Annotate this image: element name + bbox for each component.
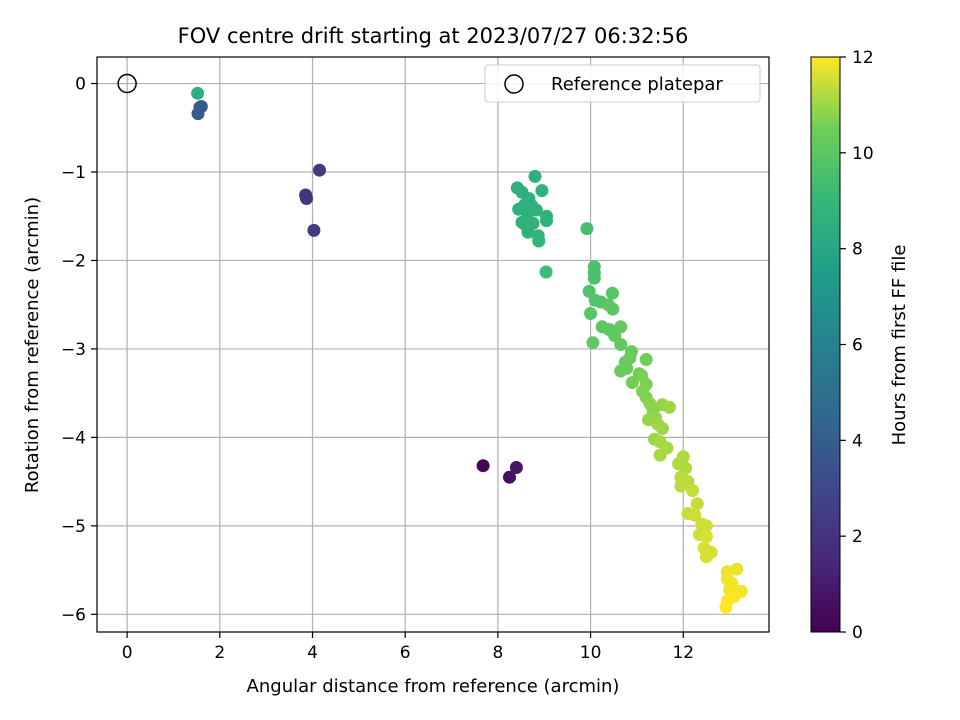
x-axis-ticks: 0 2 4 6 8 10 12 [122,632,694,663]
data-point [476,459,490,473]
y-axis-ticks: 0 −1 −2 −3 −4 −5 −6 [61,75,97,625]
data-point [586,336,600,350]
data-point [587,271,601,285]
data-point [307,223,321,237]
data-point [614,338,628,351]
x-tick-label: 10 [580,643,602,663]
data-point [509,461,523,474]
data-point [503,470,516,484]
x-tick-label: 4 [307,643,318,663]
y-tick-label: −1 [61,163,86,183]
data-point [539,265,553,279]
data-point [639,353,653,366]
data-point [313,163,326,177]
data-point [584,307,598,320]
y-axis-label: Rotation from reference (arcmin) [22,197,43,493]
data-point [676,450,690,464]
colorbar-tick-label: 12 [852,48,874,68]
x-tick-label: 6 [400,643,411,663]
data-point [625,376,639,389]
data-point [606,302,620,316]
colorbar-tick-label: 2 [852,527,863,547]
y-tick-label: 0 [75,75,86,95]
x-tick-label: 2 [214,643,225,663]
data-point [532,234,546,248]
x-tick-label: 12 [672,643,694,663]
data-point [653,448,667,462]
colorbar: 0 2 4 6 8 10 12 Hours from first FF file [810,48,910,643]
colorbar-label: Hours from first FF file [889,245,910,446]
y-tick-label: −4 [61,428,86,448]
data-point [699,519,713,533]
data-point [655,422,669,435]
data-point [662,400,676,414]
x-axis-label: Angular distance from reference (arcmin) [247,676,620,697]
data-point [620,361,634,375]
colorbar-tick-label: 6 [852,336,863,356]
data-point [580,222,594,236]
colorbar-tick-label: 10 [852,144,874,164]
colorbar-ticks: 0 2 4 6 8 10 12 [840,48,874,643]
x-tick-label: 0 [122,643,133,663]
plot-frame [96,56,770,633]
legend-entry-reference: Reference platepar [551,74,723,95]
data-point [535,184,549,198]
data-point [528,169,542,183]
data-point [526,216,540,230]
x-tick-label: 8 [492,643,503,663]
colorbar-tick-label: 4 [852,431,863,451]
data-point [674,479,688,493]
grid-lines [97,57,769,632]
data-point [300,192,313,205]
data-point [719,600,733,614]
colorbar-tick-label: 0 [852,623,863,643]
data-point [529,203,543,217]
y-tick-label: −6 [61,605,86,625]
reference-point-marker [117,73,137,94]
legend-box [484,64,761,103]
data-point [686,484,699,497]
data-point [605,286,619,300]
y-tick-label: −5 [61,517,86,537]
data-point [699,550,713,564]
legend: Reference platepar [484,64,761,103]
data-point [540,214,553,228]
y-tick-label: −3 [61,340,86,360]
data-points [191,86,748,614]
data-point [699,530,713,543]
colorbar-gradient [810,56,841,633]
data-point [690,497,704,511]
data-point [614,320,628,334]
data-point [688,508,702,522]
y-tick-label: −2 [61,251,86,271]
colorbar-tick-label: 8 [852,240,863,260]
legend-reference-marker [504,74,524,94]
data-point [730,562,744,576]
data-point [623,351,637,365]
data-point [191,86,205,100]
data-point [191,107,205,121]
chart-title: FOV centre drift starting at 2023/07/27 … [178,24,689,48]
